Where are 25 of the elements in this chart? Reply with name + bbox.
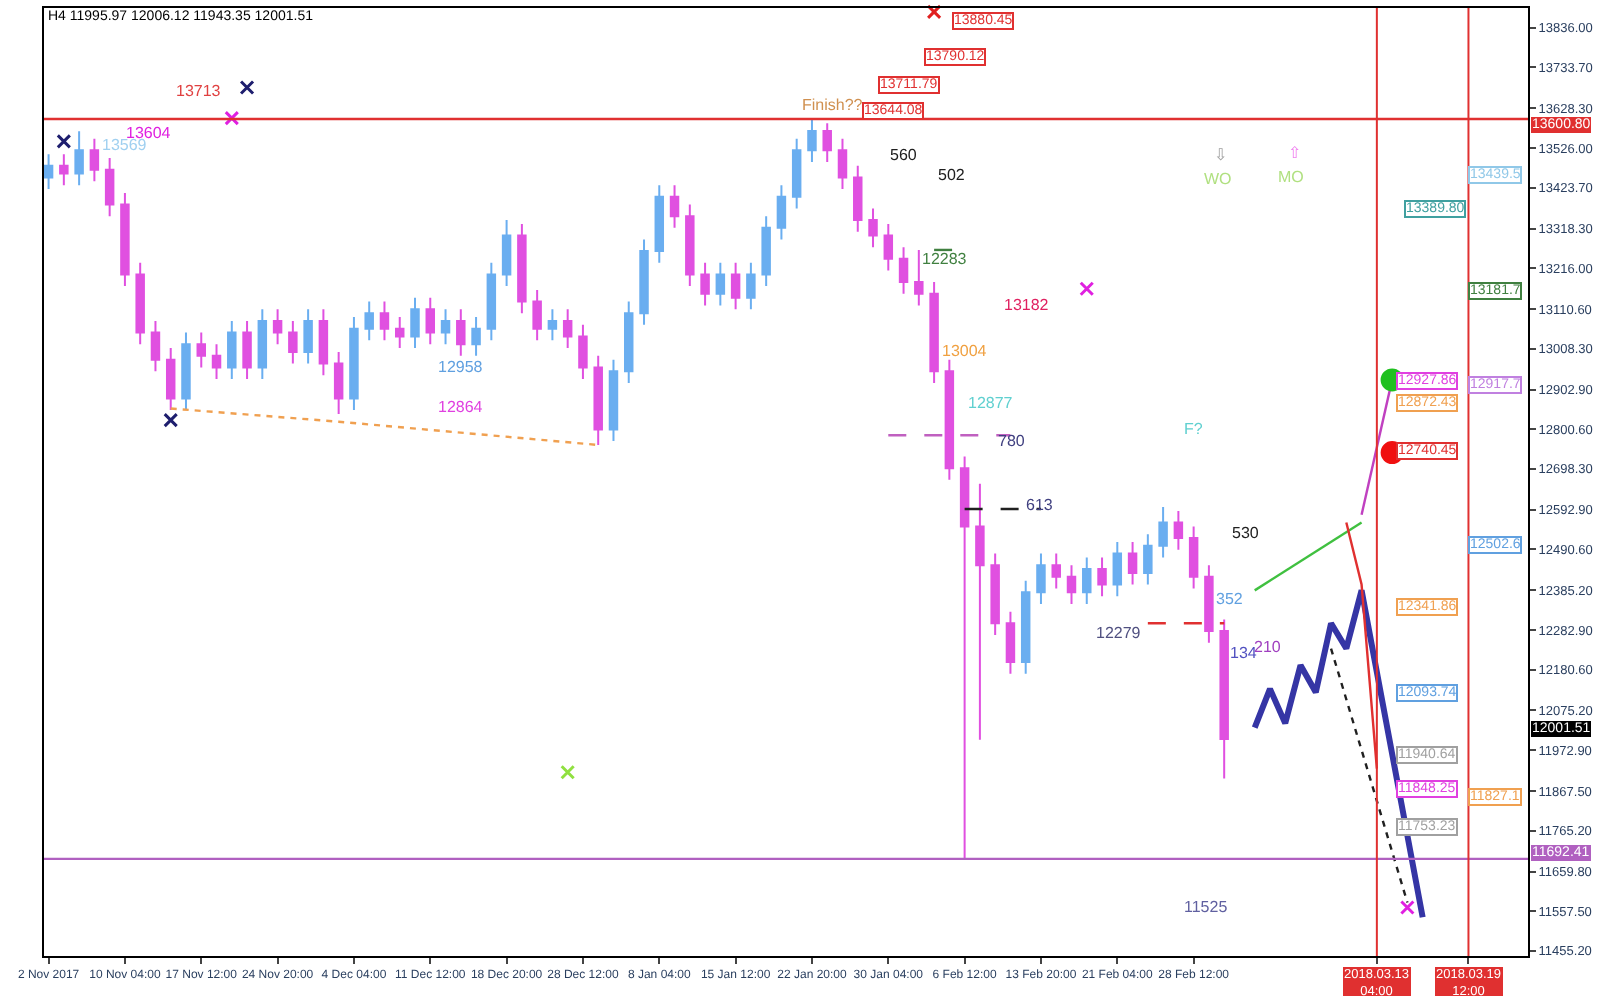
annotation: ⇩ xyxy=(1214,146,1228,164)
annotation: 12283 xyxy=(922,250,968,268)
annotation: 352 xyxy=(1216,590,1244,608)
annotation: ⇧ xyxy=(1288,144,1302,162)
annotation: 613 xyxy=(1026,496,1054,514)
annotation: F? xyxy=(1184,420,1204,438)
annotation: 13004 xyxy=(942,342,988,360)
annotation: WO xyxy=(1204,170,1232,188)
annotation: 780 xyxy=(998,432,1026,450)
annotation: 13182 xyxy=(1004,296,1050,314)
annotation: 11525 xyxy=(1184,898,1229,916)
annotation: 12279 xyxy=(1096,624,1142,642)
annotation: Finish?? xyxy=(802,96,864,114)
annotation: 560 xyxy=(890,146,918,164)
annotation: 12864 xyxy=(438,398,484,416)
annotation: 210 xyxy=(1254,638,1282,656)
annotation: 530 xyxy=(1232,524,1260,542)
annotation: 12877 xyxy=(968,394,1014,412)
annotation: 13713 xyxy=(176,82,222,100)
annotation: MO xyxy=(1278,168,1304,186)
annotation: 12958 xyxy=(438,358,484,376)
annotation: 502 xyxy=(938,166,966,184)
annotation: 13569 xyxy=(102,136,148,154)
annotation: 13604 xyxy=(126,124,172,142)
annotation: 134 xyxy=(1230,644,1258,662)
